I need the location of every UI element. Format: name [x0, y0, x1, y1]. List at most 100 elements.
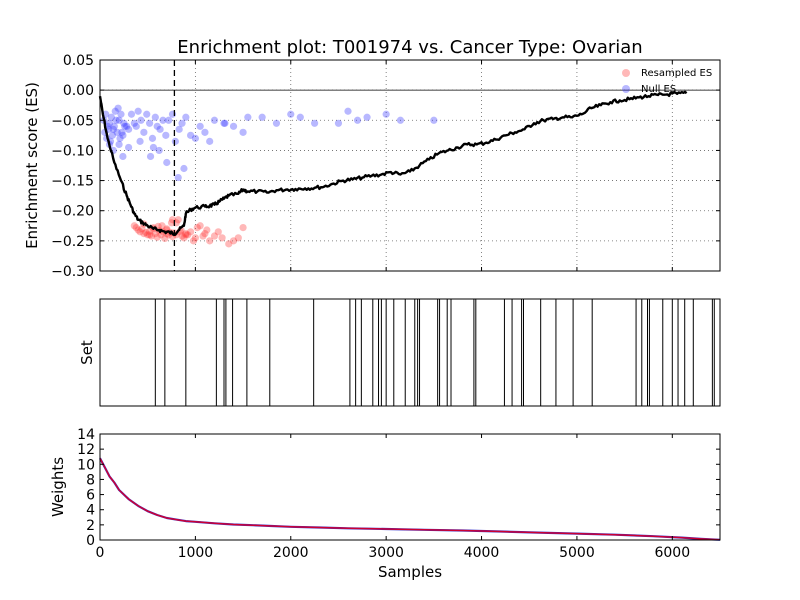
resampled-es-point: [174, 216, 182, 224]
null-es-point: [143, 110, 151, 118]
null-es-point: [159, 116, 167, 124]
resampled-es-point: [206, 237, 214, 245]
null-es-point: [165, 116, 173, 124]
null-es-point: [174, 173, 182, 182]
null-es-point: [187, 131, 195, 139]
resampled-es-point: [144, 231, 152, 239]
es-curve: [98, 90, 688, 236]
weights-y-tick-label: 10: [77, 457, 95, 473]
resampled-es-point: [161, 234, 169, 243]
null-es-point: [114, 104, 122, 112]
null-es-point: [363, 113, 371, 121]
weights-y-tick-label: 4: [86, 503, 95, 519]
es-panel: −0.30 −0.25 −0.20 −0.15 −0.10 −0.05 0.00 0.05 En…: [23, 53, 721, 280]
legend-null-label: Null ES: [641, 84, 676, 95]
null-es-point: [151, 113, 159, 121]
resampled-es-point: [134, 226, 142, 234]
weights-y-tick-label: 2: [86, 518, 95, 534]
null-es-point: [353, 116, 362, 124]
set-frame: [99, 298, 721, 407]
null-es-point: [137, 116, 145, 124]
set-panel: Set: [78, 298, 721, 407]
null-es-point: [119, 131, 127, 139]
null-es-point: [162, 131, 170, 139]
null-es-point: [121, 122, 129, 130]
es-y-tick-label: −0.25: [51, 234, 94, 250]
null-es-point: [119, 152, 127, 161]
null-es-point: [123, 122, 131, 130]
null-es-point: [287, 110, 295, 118]
null-es-point: [272, 119, 281, 127]
legend-null-marker: [622, 85, 630, 93]
resampled-es-point: [182, 230, 190, 238]
resampled-es-point: [151, 230, 159, 238]
weights-x-tick-label: 0: [96, 545, 105, 561]
es-y-tick-label: −0.30: [51, 264, 94, 280]
resampled-es-point: [136, 228, 144, 236]
null-es-point: [191, 134, 199, 142]
null-es-point: [163, 158, 171, 167]
resampled-es-point: [214, 228, 222, 236]
resampled-es-point: [225, 240, 233, 248]
resampled-es-point: [234, 234, 242, 242]
weights-y-tick-label: 14: [77, 427, 95, 443]
null-es-point: [382, 110, 390, 118]
null-es-point: [113, 128, 121, 136]
null-es-point: [117, 110, 125, 118]
resampled-es-point: [132, 223, 140, 232]
figure-title: Enrichment plot: T001974 vs. Cancer Type…: [177, 37, 642, 58]
null-es-point: [155, 146, 163, 155]
weights-y-axis-label: Weights: [49, 457, 67, 517]
legend-resampled-label: Resampled ES: [641, 68, 712, 79]
weights-curve-shadow: [99, 457, 721, 541]
set-y-axis-label: Set: [78, 340, 96, 365]
resampled-es-point: [138, 225, 146, 233]
es-legend: Resampled ES Null ES: [622, 68, 712, 95]
weights-x-tick-label: 1000: [178, 545, 214, 561]
null-es-point: [146, 119, 154, 127]
null-es-point: [430, 116, 438, 124]
null-es-point: [108, 131, 116, 139]
weights-y-tick-label: 0: [86, 533, 95, 549]
null-es-point: [221, 119, 229, 127]
weights-x-tick-label: 4000: [464, 545, 500, 561]
resampled-es-point: [167, 219, 176, 227]
es-y-tick-label: −0.05: [51, 113, 94, 129]
null-es-point: [140, 128, 148, 136]
null-es-point: [115, 116, 123, 124]
null-es-point: [134, 107, 142, 115]
null-es-point: [120, 119, 128, 127]
null-es-point: [206, 137, 214, 145]
resampled-es-point: [146, 227, 154, 235]
resampled-es-point: [187, 228, 195, 236]
null-es-point: [220, 119, 228, 127]
resampled-es-point: [180, 234, 188, 242]
null-es-point: [396, 116, 405, 124]
weights-curve: [99, 457, 721, 541]
x-axis-label: Samples: [378, 563, 442, 581]
null-es-point: [146, 152, 155, 161]
null-es-point: [111, 107, 119, 115]
null-es-point: [107, 113, 116, 121]
null-es-point: [110, 122, 118, 130]
null-es-point: [149, 143, 158, 152]
resampled-es-point: [158, 222, 166, 230]
null-es-point: [153, 122, 161, 130]
resampled-es-point: [189, 237, 198, 245]
null-es-point: [311, 119, 319, 127]
null-es-point: [296, 113, 304, 121]
null-es-point: [125, 143, 133, 152]
weights-frame: [99, 433, 721, 541]
null-es-point: [334, 119, 343, 127]
resampled-es-point: [210, 232, 219, 240]
resampled-es-point: [140, 230, 148, 238]
null-es-point: [344, 107, 352, 115]
resampled-es-point: [229, 237, 238, 245]
null-es-point: [109, 125, 117, 133]
null-es-point: [105, 119, 114, 127]
null-es-point: [116, 134, 124, 142]
resampled-es-point: [182, 231, 190, 239]
null-es-point: [115, 140, 123, 148]
weights-x-tick-label: 5000: [559, 545, 595, 561]
